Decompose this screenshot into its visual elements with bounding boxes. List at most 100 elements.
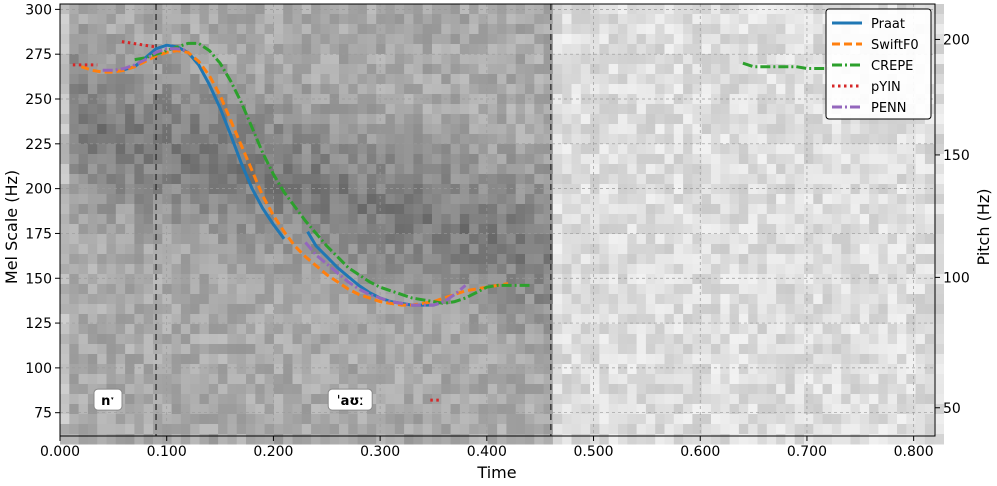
spectrogram-cell [162,144,173,155]
spectrogram-cell [292,364,303,375]
spectrogram-cell [711,354,721,365]
spectrogram-cell [552,214,563,225]
spectrogram-cell [432,344,442,355]
spectrogram-cell [432,94,442,105]
spectrogram-cell [162,4,173,15]
spectrogram-cell [655,204,665,215]
spectrogram-cell [897,364,907,375]
spectrogram-cell [711,84,721,95]
spectrogram-cell [106,414,117,425]
spectrogram-cell [897,274,907,285]
spectrogram-cell [562,4,572,15]
spectrogram-cell [69,214,80,225]
spectrogram-cell [376,234,386,245]
spectrogram-cell [813,294,824,305]
series-crepe-line [742,61,829,70]
spectrogram-cell [441,284,452,295]
spectrogram-cell [292,264,303,275]
spectrogram-cell [692,14,703,25]
spectrogram-cell [776,324,786,335]
spectrogram-cell [552,394,563,405]
spectrogram-cell [246,94,256,105]
spectrogram-cell [534,344,545,355]
spectrogram-cell [515,374,526,385]
spectrogram-cell [469,64,479,75]
spectrogram-cell [599,184,610,195]
spectrogram-cell [339,364,349,375]
spectrogram-cell [906,414,917,425]
spectrogram-cell [87,164,98,175]
spectrogram-cell [413,314,424,325]
spectrogram-cell [785,354,796,365]
spectrogram-cell [134,234,145,245]
spectrogram-cell [934,334,944,345]
spectrogram-cell [673,324,684,335]
spectrogram-cell [171,244,182,255]
spectrogram-cell [776,214,786,225]
spectrogram-cell [562,64,572,75]
spectrogram-cell [673,294,684,305]
spectrogram-cell [143,34,154,45]
spectrogram-cell [301,334,312,345]
spectrogram-cell [664,14,675,25]
spectrogram-cell [534,204,545,215]
spectrogram-cell [924,384,935,395]
spectrogram-cell [906,194,917,205]
spectrogram-cell [878,284,889,295]
spectrogram-cell [78,134,89,145]
spectrogram-cell [738,364,749,375]
spectrogram-cell [134,324,145,335]
spectrogram-cell [283,54,293,65]
spectrogram-cell [478,384,489,395]
spectrogram-cell [841,254,851,265]
spectrogram-cell [813,344,824,355]
spectrogram-cell [153,254,163,265]
spectrogram-cell [776,124,786,135]
spectrogram-cell [655,194,665,205]
spectrogram-cell [190,244,200,255]
spectrogram-cell [450,144,461,155]
spectrogram-cell [878,254,889,265]
spectrogram-cell [683,404,693,415]
spectrogram-cell [385,114,396,125]
spectrogram-cell [599,204,610,215]
spectrogram-cell [804,64,814,75]
spectrogram-cell [311,224,321,235]
spectrogram-cell [608,114,619,125]
spectrogram-cell [878,264,889,275]
spectrogram-cell [487,434,498,445]
spectrogram-cell [283,404,293,415]
spectrogram-cell [618,434,628,445]
spectrogram-cell [562,114,572,125]
spectrogram-cell [255,284,266,295]
spectrogram-cell [506,184,517,195]
spectrogram-cell [924,184,935,195]
spectrogram-cell [580,114,591,125]
spectrogram-cell [794,64,805,75]
spectrogram-cell [60,94,70,105]
spectrogram-cell [636,84,647,95]
spectrogram-cell [236,104,247,115]
segment-label-box [93,388,123,411]
spectrogram-cell [87,124,98,135]
spectrogram-cell [60,144,70,155]
spectrogram-cell [432,404,442,415]
spectrogram-cell [841,204,851,215]
spectrogram-cell [738,274,749,285]
spectrogram-cell [497,174,507,185]
spectrogram-cell [636,74,647,85]
spectrogram-cell [692,64,703,75]
spectrogram-cell [590,104,600,115]
spectrogram-cell [301,344,312,355]
spectrogram-cell [339,254,349,265]
spectrogram-cell [878,194,889,205]
spectrogram-cell [627,364,638,375]
spectrogram-cell [636,174,647,185]
spectrogram-cell [199,264,210,275]
spectrogram-cell [655,384,665,395]
spectrogram-cell [525,284,535,295]
spectrogram-cell [441,344,452,355]
spectrogram-cell [125,354,135,365]
spectrogram-cell [162,314,173,325]
spectrogram-cell [69,144,80,155]
